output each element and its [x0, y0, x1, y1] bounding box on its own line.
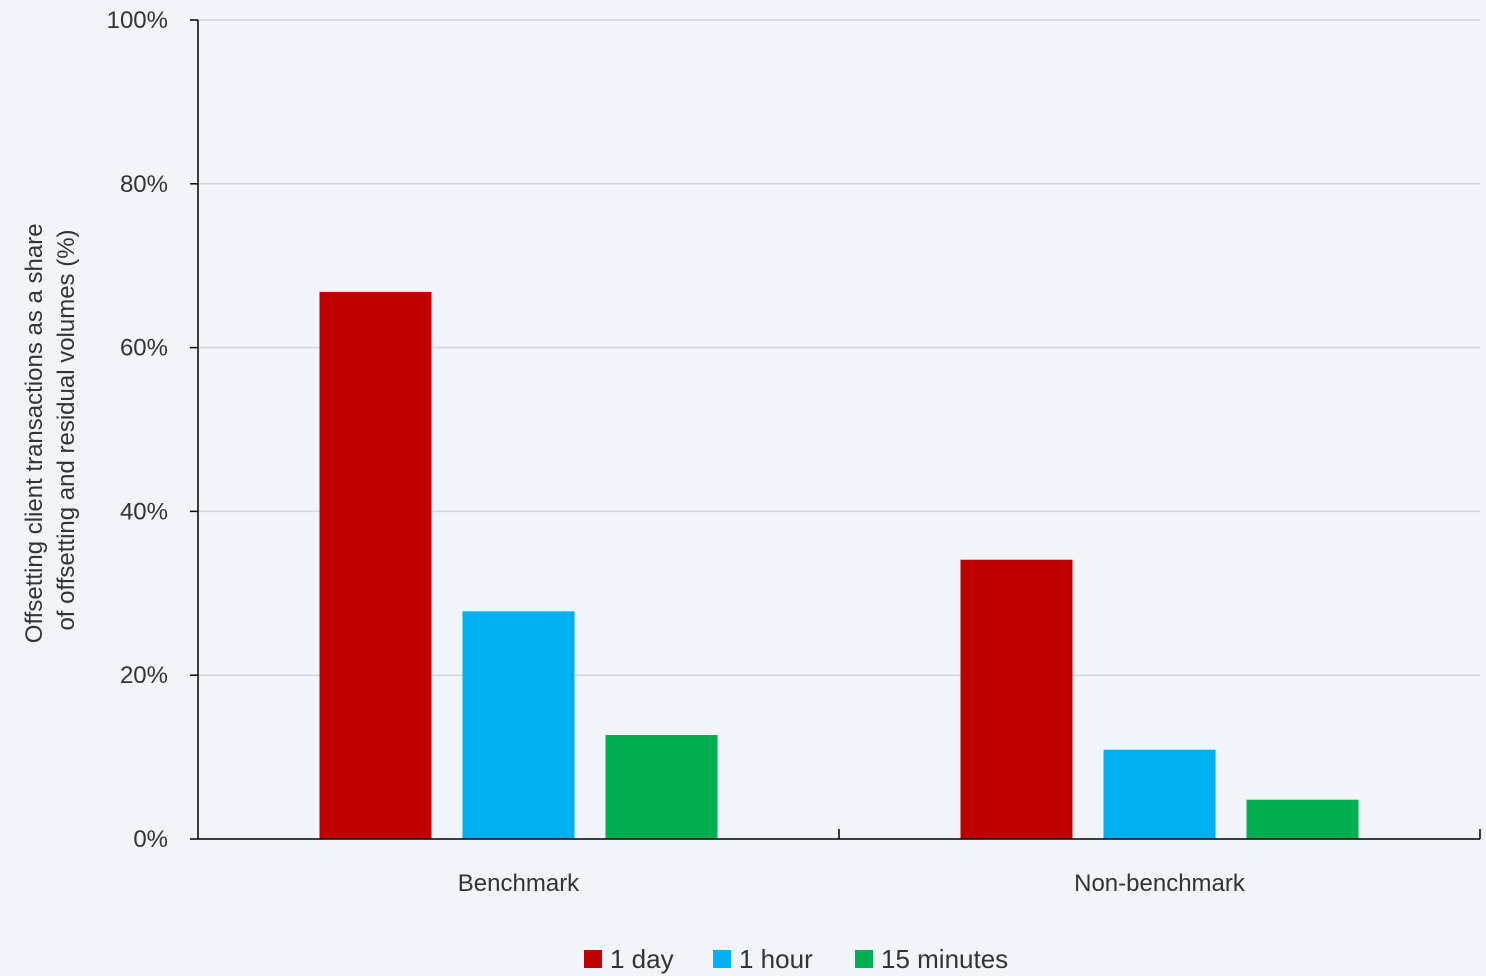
y-tick-label: 20%: [120, 662, 168, 689]
y-tick-labels: 0% 20% 40% 60% 80% 100%: [107, 7, 168, 853]
bar-15-minutes-non-benchmark: [1246, 799, 1359, 839]
y-axis-title-line-2: of offsetting and residual volumes (%): [53, 229, 80, 630]
x-category-label: Non-benchmark: [1074, 870, 1246, 897]
bars: [319, 291, 1359, 840]
y-axis-title: Offsetting client transactions as a shar…: [21, 217, 80, 643]
x-category-label: Benchmark: [458, 870, 580, 897]
legend-swatch: [713, 950, 731, 968]
y-tick-label: 40%: [120, 498, 168, 525]
axes: [190, 19, 1481, 840]
y-tick-label: 0%: [133, 826, 168, 853]
legend-label: 15 minutes: [881, 944, 1008, 974]
legend-label: 1 day: [610, 944, 674, 974]
bar-15-minutes-benchmark: [605, 734, 718, 839]
bar-1-day-non-benchmark: [960, 559, 1073, 839]
y-tick-label: 100%: [107, 7, 168, 34]
bar-1-hour-benchmark: [462, 611, 575, 839]
bar-1-day-benchmark: [319, 291, 432, 840]
y-axis-title-line-1: Offsetting client transactions as a shar…: [21, 223, 48, 643]
legend-swatch: [855, 950, 873, 968]
legend-swatch: [584, 950, 602, 968]
legend-label: 1 hour: [739, 944, 813, 974]
y-tick-label: 60%: [120, 335, 168, 362]
legend: 1 day 1 hour 15 minutes: [584, 944, 1008, 974]
y-tick-label: 80%: [120, 171, 168, 198]
bar-1-hour-non-benchmark: [1103, 749, 1216, 839]
x-category-labels: Benchmark Non-benchmark: [458, 870, 1246, 897]
